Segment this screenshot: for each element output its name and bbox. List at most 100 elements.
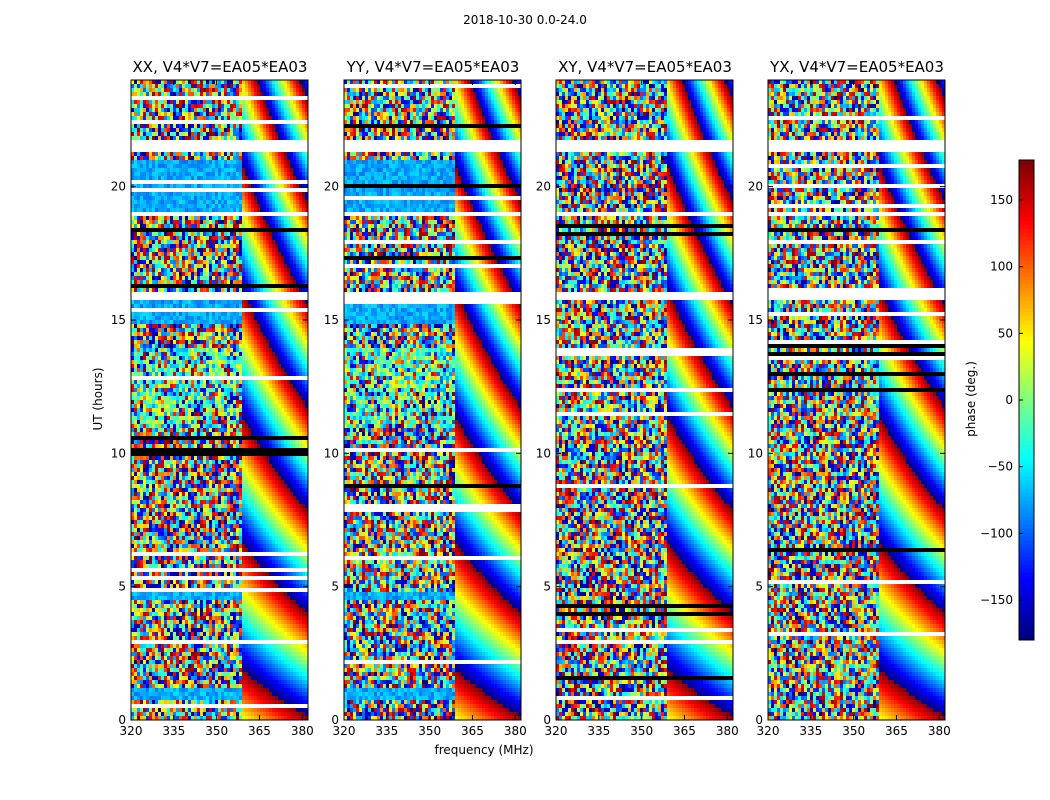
heatmap-cell	[161, 708, 164, 712]
heatmap-cell	[278, 668, 281, 672]
heatmap-cell	[137, 428, 140, 432]
heatmap-cell	[158, 400, 161, 404]
heatmap-cell	[209, 656, 212, 660]
heatmap-cell	[305, 624, 308, 628]
heatmap-cell	[185, 664, 188, 668]
heatmap-cell	[257, 536, 260, 540]
heatmap-cell	[161, 480, 164, 484]
heatmap-cell	[224, 536, 227, 540]
heatmap-cell	[188, 648, 191, 652]
heatmap-cell	[302, 708, 305, 712]
heatmap-cell	[149, 420, 152, 424]
heatmap-cell	[284, 548, 287, 552]
heatmap-cell	[230, 608, 233, 612]
heatmap-cell	[137, 416, 140, 420]
heatmap-cell	[176, 492, 179, 496]
heatmap-cell	[215, 476, 218, 480]
heatmap-cell	[176, 344, 179, 348]
heatmap-cell	[296, 556, 299, 560]
heatmap-cell	[212, 596, 215, 600]
heatmap-cell	[218, 604, 221, 608]
heatmap-cell	[131, 656, 134, 660]
heatmap-cell	[233, 628, 236, 632]
heatmap-cell	[194, 512, 197, 516]
heatmap-cell	[218, 592, 221, 596]
heatmap-cell	[269, 712, 272, 716]
heatmap-cell	[191, 524, 194, 528]
heatmap-cell	[137, 708, 140, 712]
heatmap-cell	[197, 504, 200, 508]
heatmap-cell	[236, 504, 239, 508]
heatmap-cell	[143, 500, 146, 504]
heatmap-cell	[164, 492, 167, 496]
heatmap-cell	[257, 380, 260, 384]
heatmap-cell	[254, 460, 257, 464]
heatmap-cell	[167, 620, 170, 624]
heatmap-cell	[197, 548, 200, 552]
heatmap-cell	[158, 500, 161, 504]
heatmap-cell	[191, 408, 194, 412]
heatmap-cell	[272, 392, 275, 396]
heatmap-cell	[251, 476, 254, 480]
heatmap-cell	[146, 624, 149, 628]
heatmap-cell	[218, 488, 221, 492]
heatmap-cell	[293, 672, 296, 676]
heatmap-cell	[143, 532, 146, 536]
heatmap-cell	[263, 512, 266, 516]
heatmap-cell	[251, 600, 254, 604]
heatmap-cell	[137, 384, 140, 388]
heatmap-cell	[140, 520, 143, 524]
heatmap-cell	[158, 664, 161, 668]
heatmap-cell	[173, 472, 176, 476]
heatmap-cell	[293, 384, 296, 388]
heatmap-cell	[284, 564, 287, 568]
heatmap-cell	[176, 608, 179, 612]
heatmap-cell	[305, 420, 308, 424]
heatmap-cell	[266, 632, 269, 636]
heatmap-cell	[134, 504, 137, 508]
heatmap-cell	[251, 616, 254, 620]
heatmap-cell	[164, 468, 167, 472]
heatmap-cell	[185, 516, 188, 520]
heatmap-cell	[149, 504, 152, 508]
heatmap-cell	[239, 628, 242, 632]
heatmap-cell	[200, 428, 203, 432]
heatmap-cell	[272, 624, 275, 628]
heatmap-cell	[224, 396, 227, 400]
heatmap-cell	[221, 604, 224, 608]
heatmap-cell	[299, 696, 302, 700]
heatmap-cell	[140, 692, 143, 696]
heatmap-cell	[197, 600, 200, 604]
heatmap-cell	[224, 572, 227, 576]
heatmap-cell	[140, 388, 143, 392]
heatmap-cell	[221, 360, 224, 364]
heatmap-cell	[158, 356, 161, 360]
heatmap-cell	[158, 572, 161, 576]
heatmap-cell	[278, 536, 281, 540]
heatmap-cell	[299, 440, 302, 444]
heatmap-cell	[164, 424, 167, 428]
heatmap-cell	[236, 356, 239, 360]
heatmap-cell	[299, 564, 302, 568]
heatmap-cell	[227, 472, 230, 476]
heatmap-cell	[248, 408, 251, 412]
heatmap-cell	[278, 380, 281, 384]
heatmap-cell	[248, 680, 251, 684]
heatmap-cell	[188, 424, 191, 428]
heatmap-cell	[293, 628, 296, 632]
heatmap-cell	[278, 408, 281, 412]
heatmap-cell	[161, 688, 164, 692]
heatmap-cell	[143, 564, 146, 568]
heatmap-cell	[182, 476, 185, 480]
heatmap-cell	[194, 424, 197, 428]
heatmap-cell	[260, 664, 263, 668]
heatmap-cell	[230, 612, 233, 616]
heatmap-cell	[236, 556, 239, 560]
heatmap-cell	[293, 596, 296, 600]
heatmap-cell	[251, 712, 254, 716]
heatmap-cell	[299, 600, 302, 604]
heatmap-cell	[221, 352, 224, 356]
heatmap-cell	[179, 348, 182, 352]
heatmap-cell	[257, 632, 260, 636]
